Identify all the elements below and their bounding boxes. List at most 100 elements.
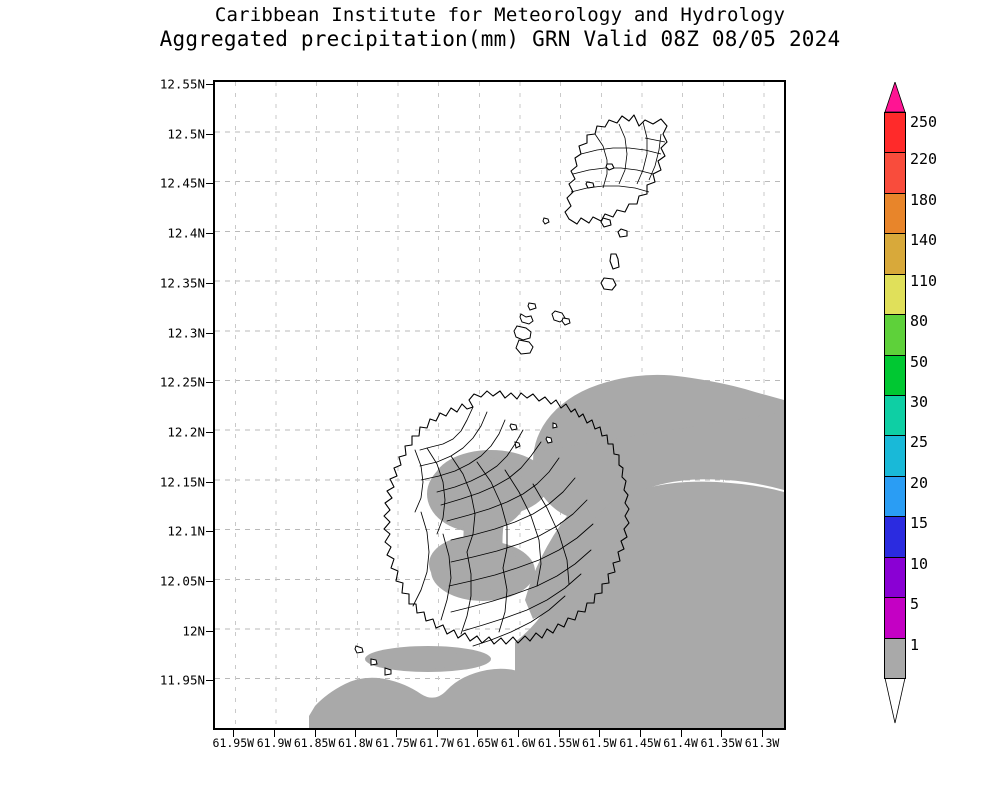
y-tick-label: 12.05N: [159, 573, 205, 589]
x-tick-label: 61.55W: [537, 736, 580, 750]
colorbar-tick-label: 220: [910, 150, 938, 169]
x-tick-mark: [396, 730, 397, 737]
colorbar-band-10: [884, 556, 906, 598]
y-tick-label: 12.35N: [159, 275, 205, 291]
y-tick-label: 12.25N: [159, 374, 205, 390]
y-tick-mark: [206, 183, 213, 185]
x-tick-mark: [477, 730, 479, 737]
y-tick-label: 12N: [182, 623, 205, 639]
chart-title: Aggregated precipitation(mm) GRN Valid 0…: [159, 27, 841, 51]
y-tick-mark: [206, 84, 213, 85]
channel-islets: [513, 217, 571, 444]
colorbar-tick-label: 140: [910, 231, 938, 250]
colorbar-separator: [884, 233, 906, 235]
map-canvas: [215, 82, 784, 728]
x-tick-label: 61.35W: [700, 736, 743, 750]
colorbar-band-15: [884, 516, 906, 557]
y-tick-mark: [206, 133, 213, 135]
x-tick-label: 61.95W: [212, 736, 255, 750]
x-tick-mark: [599, 730, 601, 737]
colorbar-tick-label: 110: [910, 271, 938, 290]
colorbar-tick-label: 10: [910, 554, 929, 573]
colorbar-under-arrow: [884, 678, 906, 724]
colorbar-band-1: [884, 637, 906, 678]
colorbar-band-80: [884, 314, 906, 355]
colorbar-band-20: [884, 475, 906, 517]
x-tick-mark: [274, 730, 275, 737]
colorbar-separator: [884, 152, 906, 154]
x-tick-mark: [355, 730, 357, 737]
colorbar-band-220: [884, 152, 906, 193]
colorbar-band-140: [884, 233, 906, 274]
colorbar-tick-label: 30: [910, 393, 929, 411]
colorbar-separator: [884, 435, 906, 437]
x-tick-label: 61.85W: [293, 736, 336, 750]
y-tick-label: 12.5N: [167, 126, 205, 142]
x-tick-mark: [233, 730, 235, 737]
x-tick-label: 61.5W: [581, 736, 617, 750]
x-tick-label: 61.9W: [256, 736, 292, 750]
x-tick-label: 61.3W: [744, 736, 780, 750]
y-tick-label: 12.1N: [167, 523, 205, 539]
x-tick-mark: [436, 730, 438, 737]
colorbar-tick-label: 25: [910, 433, 929, 452]
colorbar-separator: [884, 678, 906, 679]
colorbar-tick-label: 1: [910, 635, 920, 654]
x-tick-mark: [721, 730, 723, 737]
y-tick-label: 12.3N: [167, 325, 205, 340]
y-tick-mark: [206, 680, 213, 682]
colorbar-separator: [884, 597, 906, 599]
y-tick-mark: [206, 481, 213, 483]
colorbar-tick-label: 20: [910, 473, 929, 492]
y-tick-mark: [206, 233, 213, 235]
colorbar-band-25: [884, 435, 906, 476]
y-tick-label: 12.4N: [167, 225, 205, 241]
y-tick-label: 12.45N: [159, 175, 205, 191]
x-tick-label: 61.6W: [500, 736, 536, 750]
y-tick-mark: [206, 581, 213, 582]
x-tick-label: 61.8W: [337, 736, 373, 750]
precip-band-1-5mm: [309, 374, 784, 728]
colorbar-separator: [884, 314, 906, 316]
colorbar-separator: [884, 354, 906, 356]
colorbar-band-50: [884, 354, 906, 395]
y-tick-mark: [206, 332, 213, 334]
colorbar-tick-label: 250: [910, 113, 938, 131]
x-tick-label: 61.7W: [419, 736, 454, 750]
x-tick-label: 61.4W: [663, 736, 698, 750]
colorbar-tick-label: 180: [910, 190, 938, 209]
y-tick-mark: [206, 382, 213, 384]
x-tick-label: 61.65W: [456, 736, 499, 750]
colorbar-tick-label: 5: [910, 595, 920, 614]
y-tick-label: 11.95N: [159, 672, 205, 688]
x-tick-mark: [640, 730, 641, 737]
x-tick-mark: [680, 730, 682, 737]
grenada-coastal-islets: [354, 423, 521, 676]
x-tick-label: 61.45W: [619, 736, 661, 750]
colorbar-separator: [884, 112, 906, 113]
colorbar-separator: [884, 475, 906, 477]
y-tick-label: 12.2N: [167, 424, 205, 440]
colorbar-separator: [884, 192, 906, 194]
colorbar-tick-label: 80: [910, 312, 929, 331]
y-tick-mark: [206, 531, 213, 533]
map-plot-area: [213, 80, 786, 730]
x-tick-mark: [558, 730, 560, 737]
colorbar-separator: [884, 556, 906, 558]
y-tick-mark: [206, 431, 213, 433]
y-tick-mark: [206, 282, 213, 284]
colorbar-tick-label: 15: [910, 514, 929, 533]
carriacou-island: [564, 114, 668, 291]
colorbar-separator: [884, 273, 906, 275]
colorbar-band-180: [884, 192, 906, 234]
precipitation-overlay-and-coastlines: [309, 114, 784, 728]
x-tick-label: 61.75W: [375, 736, 417, 750]
colorbar-tick-label: 50: [910, 352, 929, 371]
colorbar-band-5: [884, 597, 906, 638]
y-tick-label: 12.55N: [159, 76, 205, 92]
colorbar-band-250: [884, 112, 906, 153]
colorbar-separator: [884, 395, 906, 396]
colorbar-band-30: [884, 395, 906, 436]
x-tick-mark: [762, 730, 763, 737]
institute-title: Caribbean Institute for Meteorology and …: [214, 4, 786, 26]
